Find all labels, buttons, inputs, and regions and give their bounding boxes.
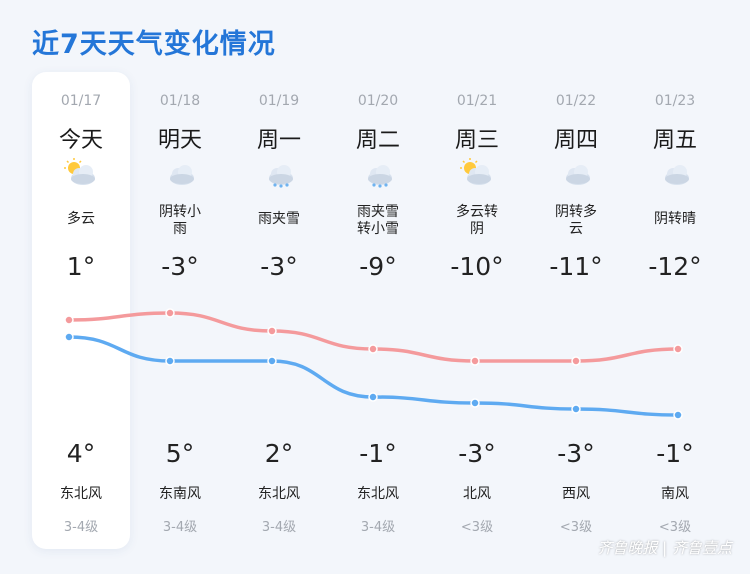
blue-point-5	[571, 404, 581, 414]
red-point-2	[267, 326, 277, 336]
today-card	[32, 72, 130, 549]
red-point-6	[673, 344, 683, 354]
cloudy-icon	[657, 158, 693, 188]
blue-point-4	[470, 398, 480, 408]
cloudy-icon	[162, 158, 198, 188]
day-name: 周五	[652, 128, 697, 153]
weather-condition: 多云	[40, 211, 122, 228]
sleet-icon	[261, 158, 297, 188]
wind-direction: 北风	[463, 486, 491, 502]
day-column-3: 01/20 周二雨夹雪 转小雪 -9° -1° 东北风 3-4级	[329, 72, 427, 549]
day-column-1: 01/18 明天阴转小雨 -3° 5° 东南风 3-4级	[131, 72, 229, 549]
red-point-0	[64, 315, 74, 325]
blue-point-3	[368, 392, 378, 402]
red-point-4	[470, 356, 480, 366]
wind-level: 3-4级	[261, 520, 297, 535]
day-name: 今天	[58, 128, 103, 153]
day-name: 周二	[355, 128, 400, 153]
sleet-icon	[360, 158, 396, 188]
condition-line-1: 阴转晴	[654, 211, 696, 227]
condition-line-2: 转小雪	[357, 221, 399, 237]
bottom-temperature: 2°	[264, 439, 294, 468]
wind-direction: 南风	[661, 486, 689, 502]
wind-direction: 东北风	[258, 486, 300, 502]
day-name: 周四	[553, 128, 598, 153]
page-title: 近7天天气变化情况	[32, 29, 276, 60]
day-name: 明天	[157, 128, 202, 153]
condition-line-1: 雨夹雪	[357, 204, 399, 220]
watermark: 齐鲁晚报 | 齐鲁壹点	[597, 539, 732, 557]
wind-level: 3-4级	[360, 520, 396, 535]
condition-line-1: 阴转多	[555, 204, 597, 220]
bottom-temperature: -1°	[656, 439, 694, 468]
day-date: 01/19	[258, 93, 300, 109]
day-column-4: 01/21 周三多云转阴 -10° -3° 北风 <3级	[428, 72, 526, 549]
top-temperature: 1°	[66, 252, 96, 281]
day-column-2: 01/19 周一雨夹雪 -3° 2° 东北风 3-4级	[230, 72, 328, 549]
condition-line-2: 云	[569, 221, 583, 237]
day-column-5: 01/22 周四阴转多云 -11° -3° 西风 <3级	[527, 72, 625, 549]
top-temperature: -3°	[260, 252, 298, 281]
day-date: 01/17	[60, 93, 102, 109]
bottom-temperature: 5°	[165, 439, 195, 468]
day-date: 01/23	[654, 93, 696, 109]
wind-level: <3级	[460, 520, 494, 535]
condition-line-2: 雨	[173, 221, 187, 237]
blue-point-6	[673, 410, 683, 420]
weather-condition: 雨夹雪 转小雪	[337, 204, 419, 238]
top-temperature: -12°	[648, 252, 702, 281]
condition-line-1: 雨夹雪	[258, 211, 300, 227]
weather-condition: 多云转阴	[436, 204, 518, 238]
blue-point-0	[64, 332, 74, 342]
red-temperature-line	[67, 311, 680, 363]
condition-line-1: 多云转	[456, 204, 498, 220]
bottom-temperature: -3°	[458, 439, 496, 468]
partly-cloudy-icon	[459, 158, 495, 188]
top-temperature: -9°	[359, 252, 397, 281]
wind-level: <3级	[559, 520, 593, 535]
day-date: 01/18	[159, 93, 201, 109]
weather-condition: 阴转多云	[535, 204, 617, 238]
red-point-5	[571, 356, 581, 366]
wind-direction: 西风	[562, 486, 590, 502]
cloudy-icon	[558, 158, 594, 188]
wind-level: 3-4级	[63, 520, 99, 535]
wind-level: <3级	[658, 520, 692, 535]
blue-point-2	[267, 356, 277, 366]
day-column-0: 01/17 今天多云 1° 4° 东北风 3-4级	[32, 72, 130, 549]
weather-condition: 雨夹雪	[238, 211, 320, 228]
red-point-1	[165, 308, 175, 318]
wind-direction: 东南风	[159, 486, 201, 502]
condition-line-2: 阴	[470, 221, 484, 237]
weather-condition: 阴转晴	[634, 211, 716, 228]
wind-level: 3-4级	[162, 520, 198, 535]
blue-point-1	[165, 356, 175, 366]
day-name: 周一	[256, 128, 301, 153]
condition-line-1: 阴转小	[159, 204, 201, 220]
day-date: 01/22	[555, 93, 597, 109]
day-name: 周三	[454, 128, 499, 153]
top-temperature: -3°	[161, 252, 199, 281]
day-column-6: 01/23 周五阴转晴 -12° -1° 南风 <3级	[626, 72, 724, 549]
weather-condition: 阴转小雨	[139, 204, 221, 238]
wind-direction: 东北风	[357, 486, 399, 502]
bottom-temperature: 4°	[66, 439, 96, 468]
day-date: 01/21	[456, 93, 498, 109]
partly-cloudy-icon	[63, 158, 99, 188]
red-point-3	[368, 344, 378, 354]
top-temperature: -11°	[549, 252, 603, 281]
condition-line-1: 多云	[67, 211, 95, 227]
bottom-temperature: -3°	[557, 439, 595, 468]
day-date: 01/20	[357, 93, 399, 109]
wind-direction: 东北风	[60, 486, 102, 502]
top-temperature: -10°	[450, 252, 504, 281]
bottom-temperature: -1°	[359, 439, 397, 468]
